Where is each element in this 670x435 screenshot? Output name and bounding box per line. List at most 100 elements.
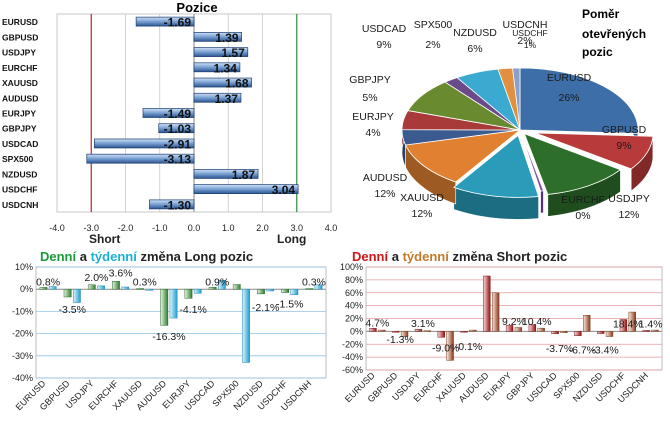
pie-slice-pct: 2% xyxy=(425,39,440,51)
long-change-grid: 10% 0% -10% -20% -30% -40% xyxy=(12,262,327,383)
short-change-bar xyxy=(423,330,432,332)
short-change-data-label: 9.2% xyxy=(502,316,526,328)
long-change-data-label: 3.6% xyxy=(109,268,133,280)
long-change-bars xyxy=(39,280,323,363)
short-change-data-label: 3.1% xyxy=(411,318,435,330)
short-change-bar xyxy=(378,329,386,332)
pie-slice-label: USDCHF xyxy=(512,28,547,38)
position-value-label: -1.03 xyxy=(164,122,192,136)
position-category-label: GBPJPY xyxy=(2,124,37,134)
long-change-bar xyxy=(145,288,154,291)
short-change-bar xyxy=(551,331,559,335)
long-change-data-label: 0.9% xyxy=(205,276,229,288)
position-bar xyxy=(193,31,242,42)
short-change-data-labels: 4.7% -1.3% 3.1% -9.0%-0.1% 9.2%10.4% -3.7%-6.… xyxy=(365,316,662,356)
short-change-bar xyxy=(537,327,545,332)
short-change-bar xyxy=(469,329,477,332)
long-change-bar xyxy=(112,280,120,290)
long-change-bar xyxy=(169,288,178,319)
position-value-label: -1.30 xyxy=(164,198,192,212)
pie-slice-label: AUDUSD xyxy=(363,172,408,184)
pie-slice xyxy=(519,67,639,134)
long-change-data-label: 0.8% xyxy=(36,276,60,288)
pie-slice-label: EURUSD xyxy=(547,72,592,84)
pie-slice-pct: 5% xyxy=(362,92,377,104)
short-change-bar xyxy=(574,331,582,336)
position-value-label: 1.87 xyxy=(232,168,256,182)
short-change-title: Denní a týdenní změna Short pozic xyxy=(352,249,567,264)
long-change-bar xyxy=(184,288,193,299)
long-change-bar xyxy=(314,284,323,290)
positions-x-tick: -2.0 xyxy=(118,223,134,233)
short-change-bar xyxy=(446,331,454,361)
positions-x-tick: 1.0 xyxy=(222,223,235,233)
short-change-y-tick: 60% xyxy=(345,288,363,298)
long-change-data-labels: 0.8%-3.5%2.0% 3.6%0.3%-16.3%-4.1%0.9%-2.1… xyxy=(36,268,326,343)
pie-slice-pct: 12% xyxy=(618,209,639,221)
short-change-data-label: 18.4% xyxy=(613,319,643,331)
position-bar xyxy=(135,16,195,27)
pie-slice-label: SPX500 xyxy=(414,19,453,31)
short-change-bar xyxy=(483,275,491,332)
long-change-bar xyxy=(193,288,202,294)
long-change-bar xyxy=(218,280,226,290)
short-change-bar xyxy=(628,311,636,332)
long-change-bar xyxy=(305,288,314,290)
short-change-y-tick: -20% xyxy=(342,339,363,349)
position-category-label: USDCAD xyxy=(2,139,38,149)
short-change-bar xyxy=(528,324,537,332)
positions-x-tick: 3.0 xyxy=(290,223,303,233)
short-change-data-label: -3.7% xyxy=(546,343,573,355)
position-category-label: USDCHF xyxy=(2,185,37,195)
long-change-data-label: -3.5% xyxy=(59,304,86,316)
pie-slice-label: USDCNH xyxy=(503,19,548,31)
short-change-bar xyxy=(392,331,400,333)
pie-slice-side xyxy=(540,190,544,214)
positions-x-tick: 2.0 xyxy=(256,223,269,233)
pie-slice-label: GBPJPY xyxy=(349,74,390,86)
positions-category-labels: USDCNH USDCHF NZDUSD SPX500 USDCAD GBPJPY EURJ… xyxy=(2,17,38,210)
position-category-label: NZDUSD xyxy=(2,169,37,179)
position-value-label: 1.57 xyxy=(221,46,245,60)
long-change-data-label: 2.0% xyxy=(84,272,108,284)
pie-slice-pct: 0% xyxy=(575,210,590,222)
pie-slice-label: USDCAD xyxy=(362,23,407,35)
pie-slice-label: GBPUSD xyxy=(602,124,647,136)
ratio-pie xyxy=(401,67,654,220)
short-change-bar xyxy=(605,331,614,337)
long-change-bar xyxy=(63,288,72,298)
short-change-data-label: 4.7% xyxy=(365,317,389,329)
long-change-bar xyxy=(121,286,130,290)
long-change-bar xyxy=(97,285,105,290)
positions-x-tick: -4.0 xyxy=(49,223,65,233)
short-change-y-tick: 40% xyxy=(345,301,363,311)
long-change-y-tick: 10% xyxy=(15,262,33,272)
positions-bars: -1.30 3.04 1.87 -3.13 -2.91-1.03-1.49 1.371.6… xyxy=(86,16,299,212)
position-category-label: GBPUSD xyxy=(2,32,38,42)
long-change-y-tick: 0% xyxy=(20,284,33,294)
position-category-label: EURCHF xyxy=(2,63,37,73)
position-bar xyxy=(193,169,259,179)
pie-slice-label: EURCHF xyxy=(561,194,605,206)
pie-slice-label: USDJPY xyxy=(608,193,649,205)
long-change-y-tick: -30% xyxy=(12,351,33,361)
position-value-label: 1.68 xyxy=(225,77,249,91)
pie-slice-pct: 2% xyxy=(517,35,532,47)
position-value-label: -2.91 xyxy=(164,137,192,151)
long-change-data-label: 0.3% xyxy=(133,276,157,288)
positions-x-tick: 4.0 xyxy=(325,223,338,233)
position-value-label: 1.34 xyxy=(214,61,238,75)
long-change-bar xyxy=(87,284,96,290)
pie-slice-label: XAUUSD xyxy=(400,192,444,204)
long-change-bar xyxy=(136,288,144,290)
ratio-title: Poměr otevřených pozic xyxy=(582,7,646,59)
long-change-bar xyxy=(73,288,81,303)
short-change-data-label: -6.7% xyxy=(569,344,596,356)
position-bar xyxy=(86,153,195,164)
short-change-bar xyxy=(414,329,423,332)
short-change-bar xyxy=(491,292,500,332)
positions-title: Pozice xyxy=(176,0,217,15)
ratio-title-line-1: Poměr xyxy=(582,7,620,21)
short-change-bar xyxy=(642,330,650,332)
